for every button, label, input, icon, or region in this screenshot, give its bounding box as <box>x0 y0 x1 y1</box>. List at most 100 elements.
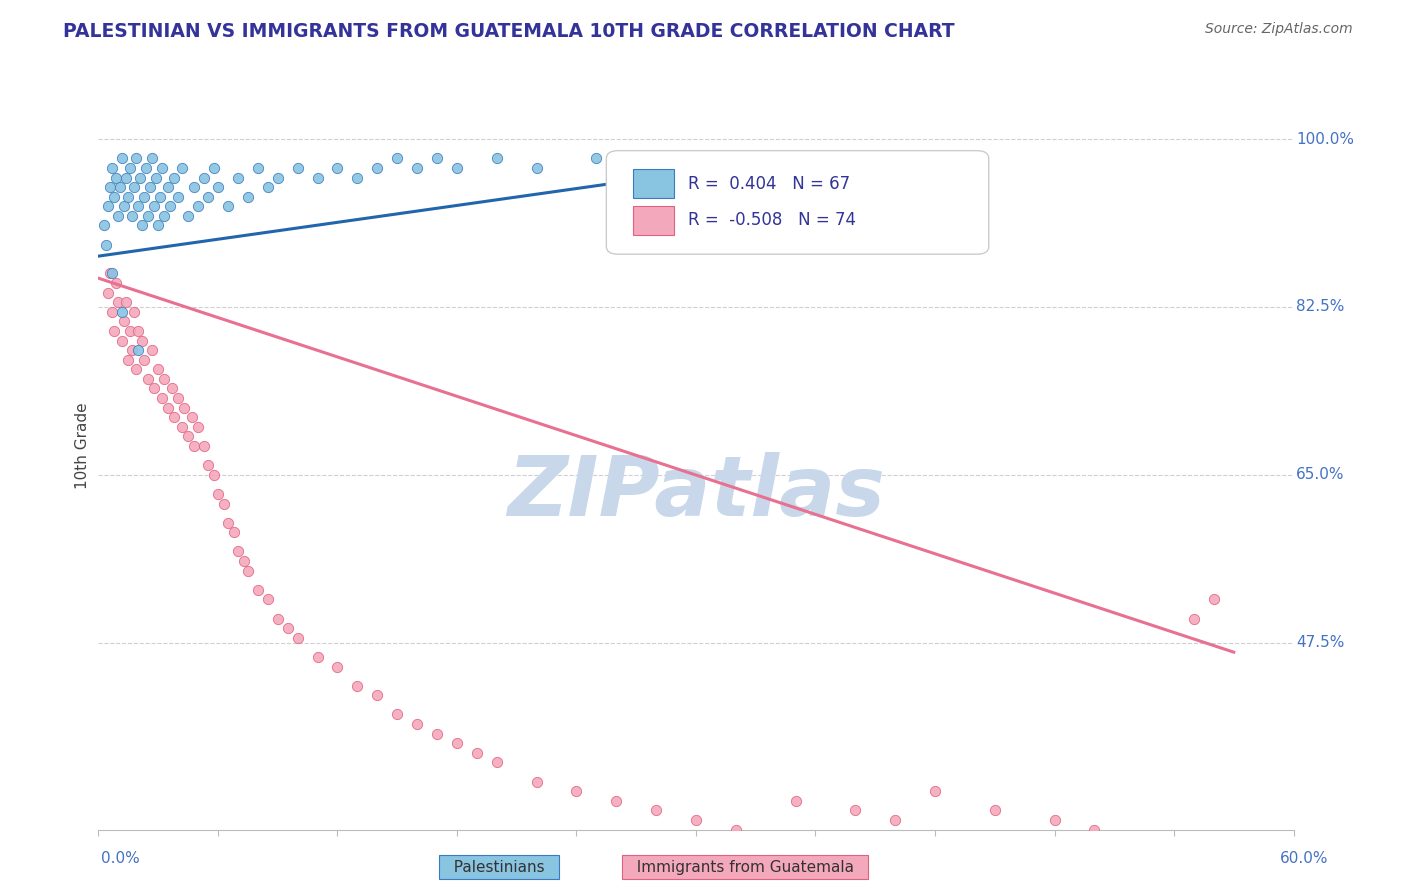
Point <box>207 487 229 501</box>
Point <box>212 497 235 511</box>
Point <box>150 391 173 405</box>
Point <box>112 314 135 328</box>
FancyBboxPatch shape <box>633 206 675 235</box>
Point <box>167 391 190 405</box>
Point <box>1083 822 1105 837</box>
Point <box>232 554 254 568</box>
Point <box>120 324 142 338</box>
Point <box>97 285 120 300</box>
Point <box>117 352 139 367</box>
Point <box>645 804 668 818</box>
Point <box>287 161 309 175</box>
Point <box>124 180 146 194</box>
Point <box>366 689 388 703</box>
Point <box>110 180 132 194</box>
Point <box>246 161 269 175</box>
Point <box>1182 612 1205 626</box>
Text: ZIPatlas: ZIPatlas <box>508 451 884 533</box>
Point <box>148 362 170 376</box>
Point <box>1202 592 1225 607</box>
Text: 65.0%: 65.0% <box>1296 467 1344 483</box>
Point <box>111 305 134 319</box>
Point <box>107 209 129 223</box>
Point <box>193 170 215 185</box>
Point <box>121 343 143 358</box>
Text: 100.0%: 100.0% <box>1296 132 1354 146</box>
Point <box>124 305 146 319</box>
Y-axis label: 10th Grade: 10th Grade <box>75 402 90 490</box>
Point <box>785 794 807 808</box>
Point <box>1043 813 1066 827</box>
Point <box>287 631 309 645</box>
Point <box>112 199 135 213</box>
Point <box>197 458 219 473</box>
Point <box>187 199 209 213</box>
Point <box>125 362 148 376</box>
Point <box>724 161 747 175</box>
Point <box>406 161 429 175</box>
Point <box>127 324 149 338</box>
Point <box>136 209 159 223</box>
Point <box>96 237 118 252</box>
Point <box>159 199 181 213</box>
Point <box>884 813 907 827</box>
Point <box>366 161 388 175</box>
Point <box>1143 832 1166 847</box>
Point <box>163 410 186 425</box>
Point <box>645 161 668 175</box>
Point <box>117 190 139 204</box>
Point <box>183 439 205 453</box>
Point <box>267 170 290 185</box>
Point <box>256 592 278 607</box>
Point <box>101 305 124 319</box>
Point <box>148 219 170 233</box>
Point <box>426 727 449 741</box>
Point <box>150 161 173 175</box>
Point <box>115 170 138 185</box>
Point <box>346 170 368 185</box>
Point <box>141 343 163 358</box>
Point <box>127 199 149 213</box>
Text: R =  0.404   N = 67: R = 0.404 N = 67 <box>688 175 849 193</box>
Point <box>177 209 200 223</box>
Point <box>226 544 249 558</box>
Point <box>385 152 409 166</box>
Point <box>157 401 180 415</box>
Point <box>256 180 278 194</box>
Point <box>346 679 368 693</box>
Point <box>97 199 120 213</box>
Point <box>153 209 176 223</box>
Text: 0.0%: 0.0% <box>101 852 141 866</box>
Point <box>101 161 124 175</box>
Point <box>193 439 215 453</box>
Point <box>307 170 329 185</box>
Point <box>135 161 157 175</box>
Point <box>307 650 329 665</box>
Point <box>277 621 299 635</box>
Point <box>125 152 148 166</box>
Point <box>326 161 349 175</box>
Point <box>103 190 125 204</box>
Point <box>526 161 548 175</box>
FancyBboxPatch shape <box>606 151 988 254</box>
Point <box>685 813 707 827</box>
Point <box>153 372 176 386</box>
Point <box>426 152 449 166</box>
Point <box>172 420 194 434</box>
Point <box>202 161 225 175</box>
Point <box>160 382 183 396</box>
Point <box>143 382 166 396</box>
Point <box>605 794 627 808</box>
Point <box>105 170 128 185</box>
Text: 60.0%: 60.0% <box>1281 852 1329 866</box>
Point <box>93 219 115 233</box>
Point <box>267 612 290 626</box>
Point <box>131 334 153 348</box>
Point <box>131 219 153 233</box>
Point <box>98 180 122 194</box>
Point <box>385 707 409 722</box>
Point <box>207 180 229 194</box>
Text: 82.5%: 82.5% <box>1296 300 1344 315</box>
Point <box>565 784 588 798</box>
Point <box>172 161 194 175</box>
